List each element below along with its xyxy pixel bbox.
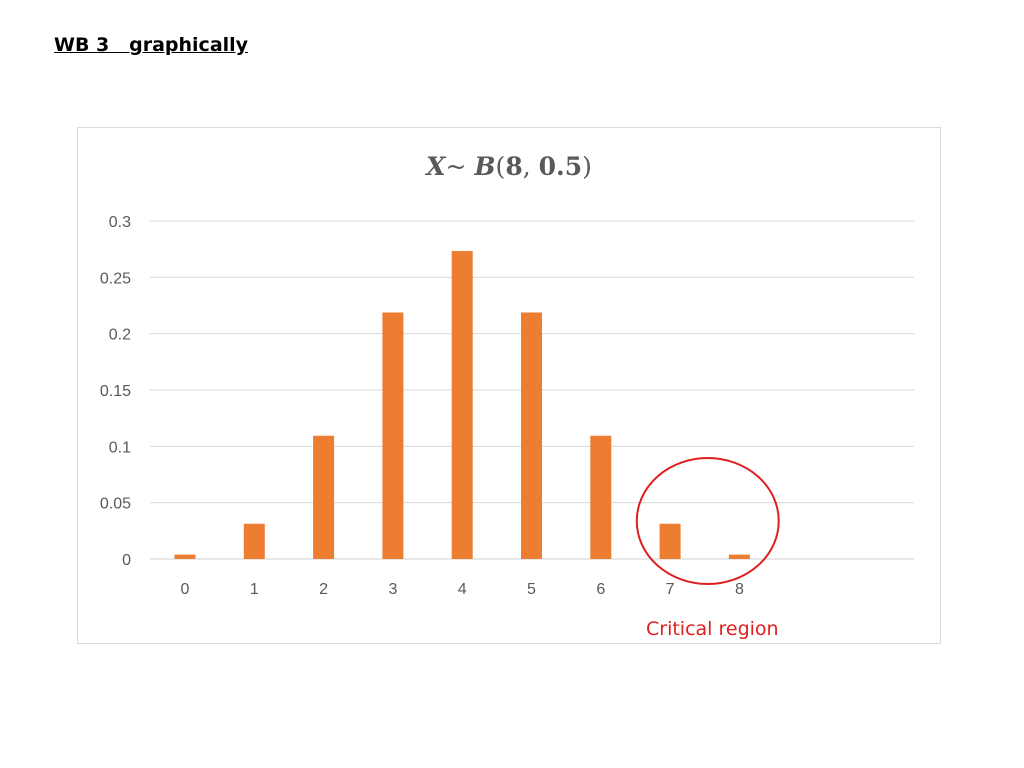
chart-title-n: 8 xyxy=(505,152,523,181)
chart-title-sep: , xyxy=(522,152,539,181)
chart-frame xyxy=(77,127,941,644)
bar xyxy=(382,312,404,559)
y-tick-label: 0.3 xyxy=(109,214,131,231)
x-tick-label: 1 xyxy=(250,581,259,598)
x-tick-label: 5 xyxy=(527,581,536,598)
x-tick-label: 0 xyxy=(181,581,190,598)
y-tick-label: 0.2 xyxy=(109,327,131,344)
bar xyxy=(728,554,750,559)
bar xyxy=(659,523,681,559)
chart-title-p: 0.5 xyxy=(538,152,583,181)
y-tick-label: 0.05 xyxy=(100,496,131,513)
chart-title-dist: B xyxy=(474,152,496,181)
y-tick-label: 0.25 xyxy=(100,270,131,287)
x-tick-label: 8 xyxy=(735,581,744,598)
x-tick-label: 3 xyxy=(388,581,397,598)
chart-title: X~ B(8, 0.5) xyxy=(426,152,592,181)
y-tick-label: 0.15 xyxy=(100,383,131,400)
bar xyxy=(590,435,612,559)
bar xyxy=(451,250,473,559)
slide-heading: WB 3 graphically xyxy=(54,34,249,56)
x-tick-label: 7 xyxy=(666,581,675,598)
critical-region-label: Critical region xyxy=(646,618,779,640)
y-tick-label: 0 xyxy=(122,552,131,569)
bar xyxy=(313,435,335,559)
bar xyxy=(243,523,265,559)
x-tick-label: 6 xyxy=(596,581,605,598)
chart-title-tilde: ~ xyxy=(445,152,475,181)
y-tick-label: 0.1 xyxy=(109,439,131,456)
bar xyxy=(174,554,196,559)
chart-title-variable: X xyxy=(426,152,446,181)
bar xyxy=(521,312,542,559)
critical-region-circle xyxy=(635,457,780,585)
x-tick-label: 2 xyxy=(319,581,328,598)
x-tick-label: 4 xyxy=(458,581,467,598)
